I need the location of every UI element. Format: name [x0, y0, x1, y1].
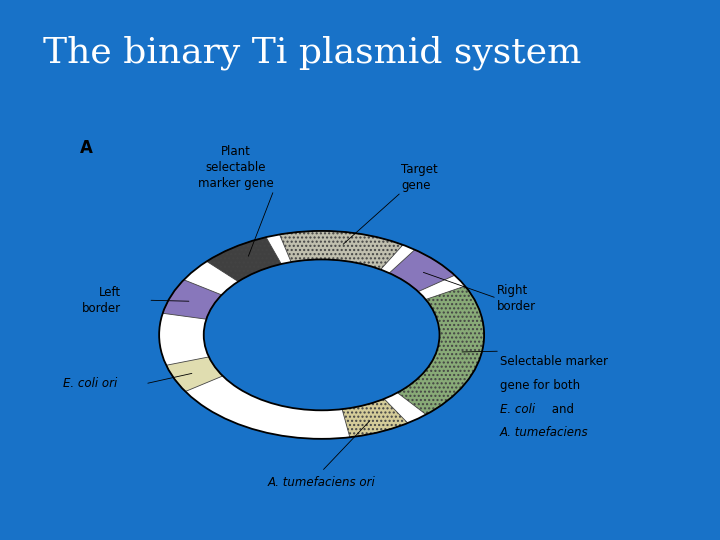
Text: Selectable marker: Selectable marker — [500, 355, 608, 368]
Wedge shape — [397, 286, 484, 415]
Wedge shape — [166, 357, 222, 392]
Text: E. coli ori: E. coli ori — [63, 377, 118, 390]
Text: Plant
selectable
marker gene: Plant selectable marker gene — [198, 145, 274, 190]
Wedge shape — [163, 280, 222, 319]
Text: Right
border: Right border — [497, 284, 536, 313]
Text: and: and — [548, 402, 574, 416]
Text: gene for both: gene for both — [500, 379, 580, 392]
Text: Target
gene: Target gene — [401, 163, 438, 192]
Text: A. tumefaciens ori: A. tumefaciens ori — [268, 476, 376, 489]
Text: The binary Ti plasmid system: The binary Ti plasmid system — [43, 36, 582, 70]
Wedge shape — [342, 399, 408, 437]
Wedge shape — [207, 237, 282, 281]
Text: A. tumefaciens: A. tumefaciens — [500, 426, 589, 439]
Wedge shape — [279, 231, 403, 269]
Text: A: A — [79, 139, 92, 157]
Text: Left
border: Left border — [82, 286, 121, 315]
Wedge shape — [390, 249, 455, 292]
Text: E. coli: E. coli — [500, 402, 535, 416]
